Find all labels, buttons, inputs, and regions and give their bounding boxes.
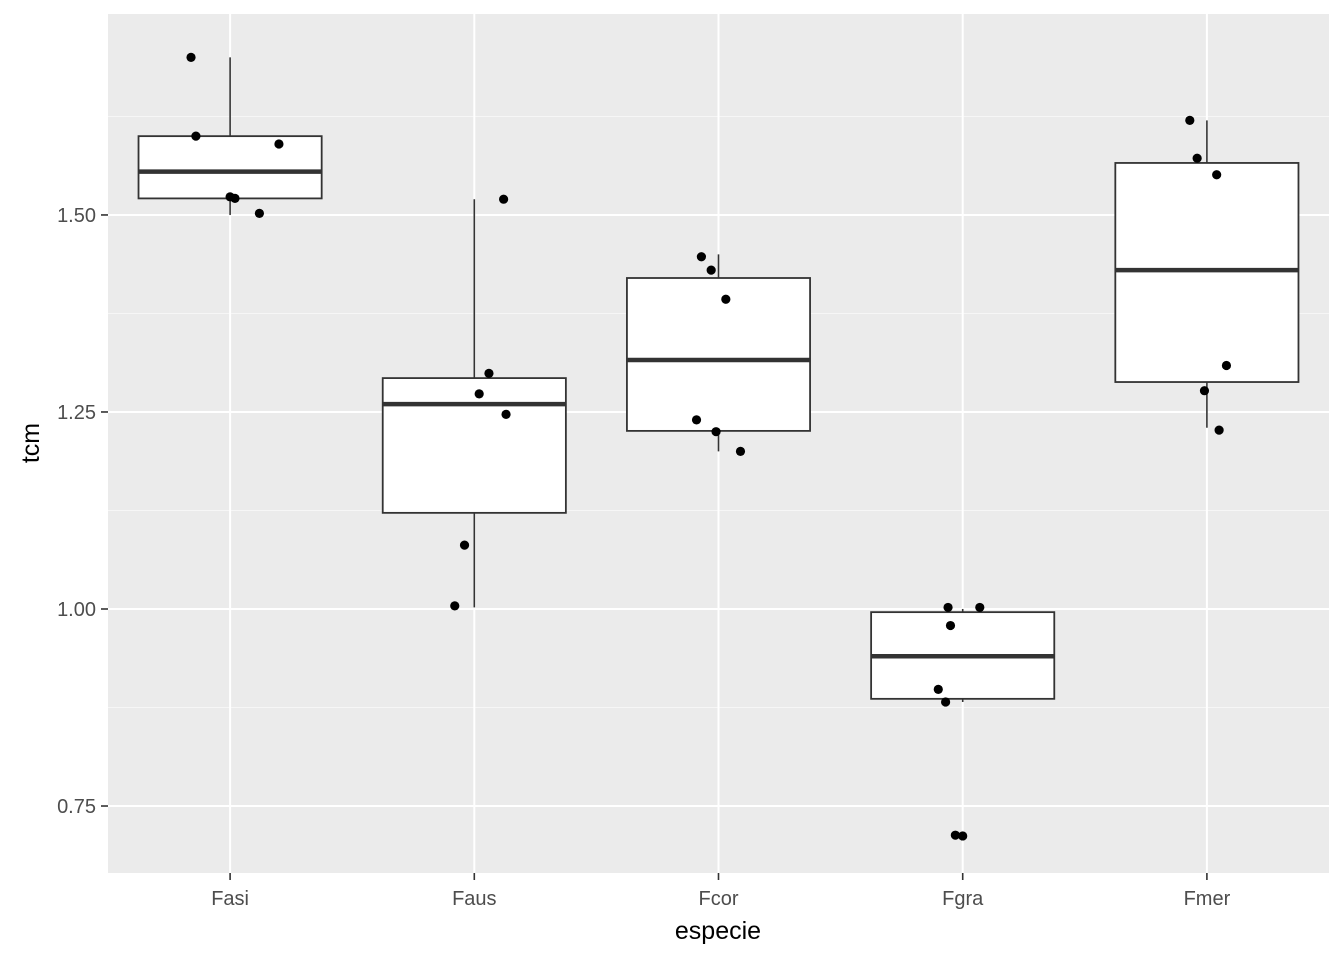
y-tick-label: 0.75 (57, 796, 96, 818)
data-point-fgra (943, 602, 953, 613)
data-point-faus (501, 409, 511, 419)
box-iqr (626, 277, 811, 432)
data-point-fmer (1214, 425, 1224, 435)
x-axis: Fasi Faus Fcor Fgra Fmer (211, 873, 1231, 910)
data-point-fasi (230, 193, 240, 204)
data-point-fmer (1192, 153, 1202, 163)
data-point-fasi (186, 52, 196, 62)
data-point-fcor (721, 294, 731, 304)
y-tick-label: 1.50 (57, 205, 96, 227)
data-point-faus (484, 368, 494, 378)
box-iqr (381, 377, 567, 514)
data-point-fcor (696, 252, 707, 262)
box-fgra (870, 608, 1056, 702)
data-point-fgra (975, 602, 985, 613)
y-tick-label: 1.00 (57, 599, 96, 621)
data-point-fcor (691, 415, 702, 425)
box-fcor (626, 254, 811, 452)
data-point-fmer (1221, 360, 1232, 371)
x-tick-label: Fmer (1184, 888, 1231, 910)
data-point-fasi (254, 208, 265, 218)
x-tick-label: Fcor (699, 888, 739, 910)
data-point-fasi (274, 139, 284, 149)
data-point-fmer (1199, 386, 1210, 396)
data-point-fcor (735, 446, 746, 456)
box-iqr (137, 135, 323, 200)
data-point-faus (450, 601, 460, 611)
y-axis-title: tcm (17, 423, 45, 463)
boxes-layer (137, 57, 1300, 702)
data-point-faus (474, 389, 484, 399)
y-tick-label: 1.25 (57, 402, 96, 424)
data-point-fgra (945, 620, 956, 631)
x-tick-label: Faus (452, 888, 496, 910)
data-point-fmer (1185, 115, 1195, 125)
data-point-faus (499, 194, 509, 204)
points-layer (186, 52, 1232, 841)
x-tick-label: Fgra (942, 888, 984, 910)
data-point-fgra (933, 684, 943, 694)
y-axis: 0.75 1.00 1.25 1.50 (57, 205, 108, 818)
data-point-fasi (191, 131, 201, 141)
data-point-fcor (706, 265, 716, 275)
x-tick-label: Fasi (211, 888, 249, 910)
data-point-fgra (950, 830, 960, 840)
data-point-faus (459, 540, 470, 550)
x-axis-title: especie (675, 917, 761, 945)
box-fasi (137, 57, 323, 215)
data-point-fgra (941, 697, 951, 707)
box-iqr (1114, 162, 1300, 383)
data-point-fmer (1212, 170, 1222, 180)
data-point-fcor (711, 427, 721, 437)
box-fmer (1114, 120, 1300, 428)
data-point-fgra (958, 831, 968, 841)
box-faus (381, 199, 567, 608)
